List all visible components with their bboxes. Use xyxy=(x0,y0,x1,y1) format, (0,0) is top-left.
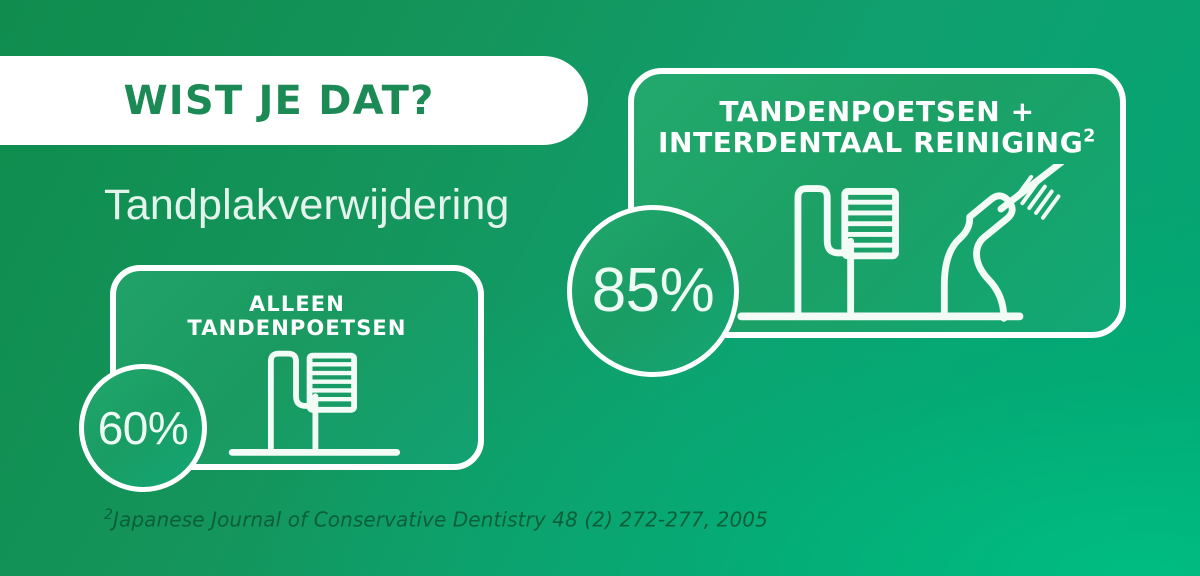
footnote: 2Japanese Journal of Conservative Dentis… xyxy=(104,507,768,532)
did-you-know-badge: WIST JE DAT? xyxy=(0,56,588,145)
interdental-bristles xyxy=(1013,174,1061,220)
percentage-circle-60: 60% xyxy=(79,364,207,492)
footnote-marker: 2 xyxy=(104,507,114,523)
panel-left-label-line1: ALLEEN xyxy=(249,292,345,316)
percentage-value-60: 60% xyxy=(97,402,189,454)
panel-left-label-line2: TANDENPOETSEN xyxy=(187,315,407,340)
footnote-text: Japanese Journal of Conservative Dentist… xyxy=(113,507,768,532)
panel-left-icon-area xyxy=(116,336,478,464)
toothbrush-illustration xyxy=(228,350,401,456)
panel-right-footnote-marker: 2 xyxy=(1083,127,1096,148)
panel-right-label-line2: INTERDENTAAL REINIGING xyxy=(658,126,1084,160)
page-subtitle: Tandplakverwijdering xyxy=(104,181,510,229)
percentage-value-85: 85% xyxy=(591,256,715,325)
badge-label: WIST JE DAT? xyxy=(123,77,435,124)
toothbrush-bristle-rows xyxy=(842,199,898,248)
interdental-brush-icon xyxy=(997,164,1065,220)
panel-left-label: ALLEEN TANDENPOETSEN xyxy=(116,292,478,340)
interdental-brush-holder xyxy=(940,192,1016,322)
panel-right-label: TANDENPOETSEN + INTERDENTAAL REINIGING2 xyxy=(634,96,1120,159)
brush-pair-illustration xyxy=(737,164,1065,322)
percentage-circle-85: 85% xyxy=(567,205,739,377)
panel-right-icon-area xyxy=(634,164,1120,332)
toothbrush-bristle-rows xyxy=(307,362,357,402)
panel-right-label-line1: TANDENPOETSEN + xyxy=(719,95,1035,128)
